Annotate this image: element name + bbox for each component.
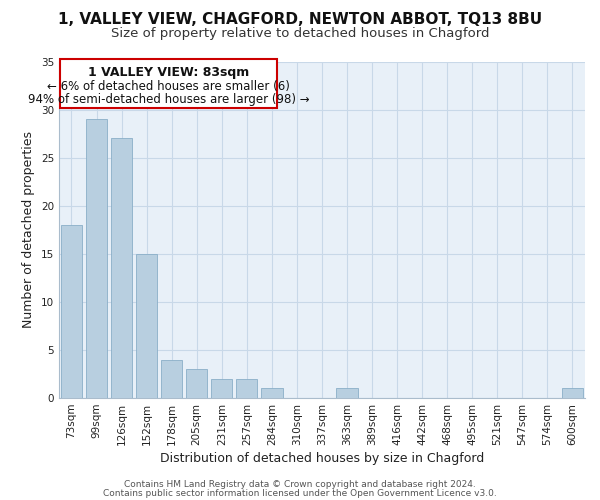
Text: Size of property relative to detached houses in Chagford: Size of property relative to detached ho… xyxy=(111,28,489,40)
Bar xyxy=(61,225,82,398)
Text: 94% of semi-detached houses are larger (98) →: 94% of semi-detached houses are larger (… xyxy=(28,93,310,106)
Bar xyxy=(186,369,208,398)
FancyBboxPatch shape xyxy=(60,58,277,108)
Bar xyxy=(211,379,232,398)
Bar xyxy=(337,388,358,398)
Text: ← 6% of detached houses are smaller (6): ← 6% of detached houses are smaller (6) xyxy=(47,80,290,93)
Text: Contains HM Land Registry data © Crown copyright and database right 2024.: Contains HM Land Registry data © Crown c… xyxy=(124,480,476,489)
Bar xyxy=(86,119,107,398)
Bar xyxy=(261,388,283,398)
Bar xyxy=(236,379,257,398)
Bar xyxy=(136,254,157,398)
Bar xyxy=(161,360,182,398)
Text: 1, VALLEY VIEW, CHAGFORD, NEWTON ABBOT, TQ13 8BU: 1, VALLEY VIEW, CHAGFORD, NEWTON ABBOT, … xyxy=(58,12,542,28)
Bar xyxy=(562,388,583,398)
Y-axis label: Number of detached properties: Number of detached properties xyxy=(22,132,35,328)
Text: Contains public sector information licensed under the Open Government Licence v3: Contains public sector information licen… xyxy=(103,488,497,498)
Text: 1 VALLEY VIEW: 83sqm: 1 VALLEY VIEW: 83sqm xyxy=(88,66,249,80)
Bar xyxy=(111,138,132,398)
X-axis label: Distribution of detached houses by size in Chagford: Distribution of detached houses by size … xyxy=(160,452,484,465)
